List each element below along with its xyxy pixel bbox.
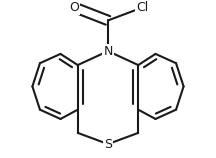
Text: S: S <box>104 138 112 151</box>
Text: N: N <box>103 45 113 58</box>
Text: Cl: Cl <box>137 1 149 14</box>
Text: O: O <box>70 1 79 14</box>
